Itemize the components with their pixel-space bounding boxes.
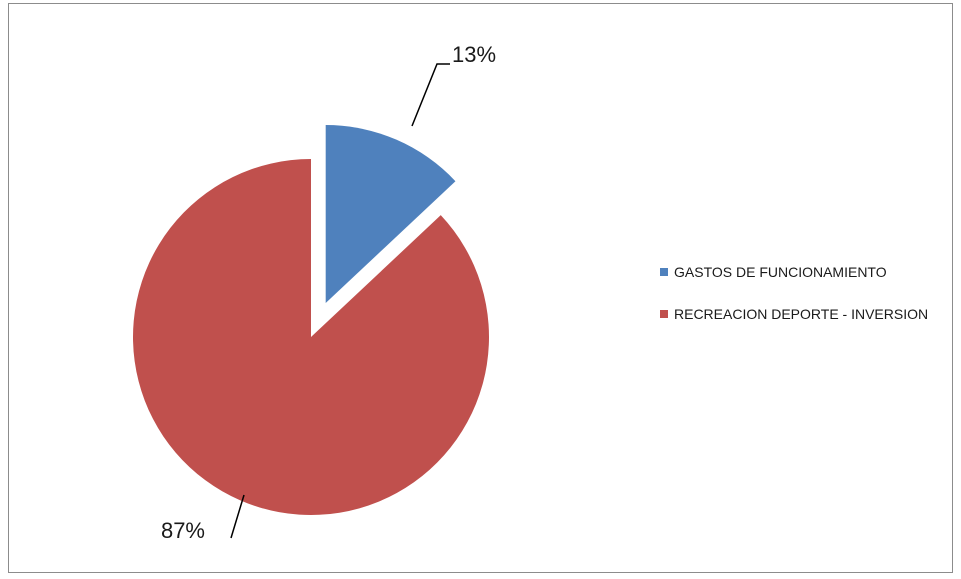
pie-slice-2 [132,159,489,515]
leader-line-2 [230,494,245,539]
legend-swatch-1 [660,268,668,276]
leader-line-1 [411,63,450,127]
data-label-1: 13% [452,42,496,67]
legend-item-2: RECREACION DEPORTE - INVERSION [660,304,928,324]
legend-item-1: GASTOS DE FUNCIONAMIENTO [660,262,928,282]
legend-label-2: RECREACION DEPORTE - INVERSION [674,306,929,322]
legend-label-1: GASTOS DE FUNCIONAMIENTO [674,264,887,280]
data-label-2: 87% [161,518,205,543]
chart-legend: GASTOS DE FUNCIONAMIENTO RECREACION DEPOR… [660,262,928,346]
legend-swatch-2 [660,310,668,318]
pie-slice-1 [325,125,456,304]
